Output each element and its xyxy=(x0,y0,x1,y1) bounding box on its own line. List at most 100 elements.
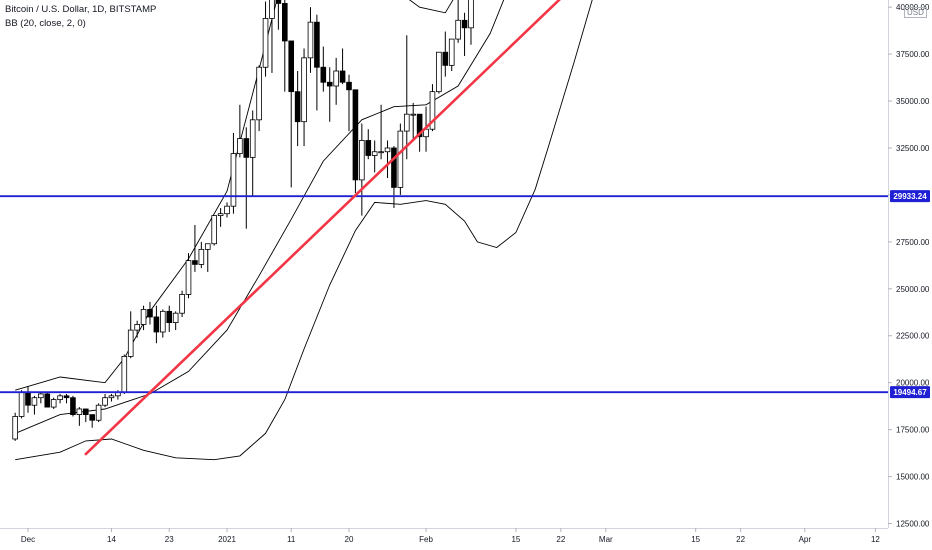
candle-body xyxy=(179,294,185,314)
candle-body xyxy=(455,19,461,40)
x-tick-label: Apr xyxy=(799,535,812,544)
x-tick-label: 23 xyxy=(165,535,174,544)
candle-body xyxy=(359,140,365,181)
candle xyxy=(25,386,31,413)
candle-body xyxy=(63,395,70,399)
candle xyxy=(204,243,211,272)
candle xyxy=(448,38,455,71)
candle-body xyxy=(339,70,346,83)
y-tick-label: 12500.00 xyxy=(896,520,930,529)
x-tick-label: Mar xyxy=(599,535,613,544)
candle xyxy=(140,305,147,331)
y-tick-label: 25000.00 xyxy=(896,285,930,294)
candle-body xyxy=(198,248,205,265)
candle xyxy=(436,51,442,94)
candle xyxy=(346,74,352,132)
candle xyxy=(63,393,70,404)
x-tick-label: Dec xyxy=(21,535,35,544)
candle xyxy=(12,412,18,441)
candle-body xyxy=(121,355,128,393)
trendlines xyxy=(84,0,561,456)
candle-body xyxy=(256,66,262,121)
y-tick-label: 20000.00 xyxy=(896,379,930,388)
candle-body xyxy=(108,395,115,399)
x-tick-label: 12 xyxy=(871,535,880,544)
candle-body xyxy=(391,147,397,188)
candle-body xyxy=(50,399,57,408)
candle xyxy=(108,393,115,402)
candle xyxy=(95,403,102,423)
candle-body xyxy=(31,397,38,406)
candle xyxy=(269,0,275,73)
candle xyxy=(455,0,461,43)
x-tick-label: 14 xyxy=(107,535,116,544)
candle xyxy=(391,146,397,209)
candle xyxy=(166,305,173,332)
candle xyxy=(333,57,339,105)
price-tag-label: 29933.24 xyxy=(893,192,927,201)
candle xyxy=(378,104,384,160)
candle xyxy=(294,70,301,147)
candle-body xyxy=(166,310,173,323)
candle-body xyxy=(384,147,391,153)
candle xyxy=(44,392,51,408)
candlesticks xyxy=(12,0,474,441)
candle xyxy=(442,31,449,77)
candle xyxy=(281,0,288,92)
candle-body xyxy=(18,391,25,417)
candle-body xyxy=(204,243,211,250)
symbol-title: Bitcoin / U.S. Dollar, 1D, BITSTAMP xyxy=(5,4,157,15)
candle xyxy=(230,132,237,214)
candle-body xyxy=(371,151,378,156)
candle-body xyxy=(70,397,76,415)
candle xyxy=(365,129,372,160)
candle-body xyxy=(416,113,423,138)
candle xyxy=(468,0,474,45)
candle-body xyxy=(461,19,468,29)
candle xyxy=(57,393,63,404)
candle-body xyxy=(403,113,410,132)
bollinger-bands xyxy=(15,0,593,461)
y-tick-label: 17500.00 xyxy=(896,426,930,435)
candle-body xyxy=(397,130,404,188)
horizontal-levels xyxy=(0,195,888,394)
candle-body xyxy=(82,408,89,415)
candle xyxy=(256,65,262,132)
candle xyxy=(89,414,96,428)
candle xyxy=(339,48,346,85)
candle xyxy=(211,215,217,246)
candle xyxy=(172,311,179,331)
y-tick-label: 22500.00 xyxy=(896,332,930,341)
x-tick-label: 2021 xyxy=(218,535,236,544)
x-tick-label: 15 xyxy=(511,535,520,544)
bb-middle-band xyxy=(15,0,505,434)
candle xyxy=(70,395,76,417)
price-axis[interactable]: 12500.00 15000.00 17500.00 20000.00 22500.00… xyxy=(888,3,930,529)
candle xyxy=(397,123,404,195)
x-tick-label: 15 xyxy=(691,535,700,544)
bb-lower-band xyxy=(15,0,593,461)
candle-body xyxy=(57,395,63,400)
candle-body xyxy=(314,21,320,68)
candle xyxy=(134,320,140,338)
candle-body xyxy=(320,66,327,83)
candle xyxy=(198,241,205,269)
candle-body xyxy=(89,414,96,421)
x-tick-label: 22 xyxy=(736,535,745,544)
candle-body xyxy=(224,205,230,215)
candle-body xyxy=(140,309,147,325)
candle xyxy=(102,393,108,408)
y-tick-label: 32500.00 xyxy=(896,144,930,153)
candle xyxy=(153,305,160,344)
candle-body xyxy=(378,151,384,154)
candle xyxy=(160,309,166,338)
candle xyxy=(371,140,378,173)
candle xyxy=(326,67,333,122)
candle xyxy=(461,12,468,56)
candle xyxy=(403,35,410,160)
candle-body xyxy=(436,51,442,93)
candle-body xyxy=(95,404,102,421)
candle xyxy=(31,395,38,415)
time-axis[interactable]: Dec 14 23 2021 11 20 Feb 15 22 Mar 15 22 Apr 12 xyxy=(21,528,881,544)
